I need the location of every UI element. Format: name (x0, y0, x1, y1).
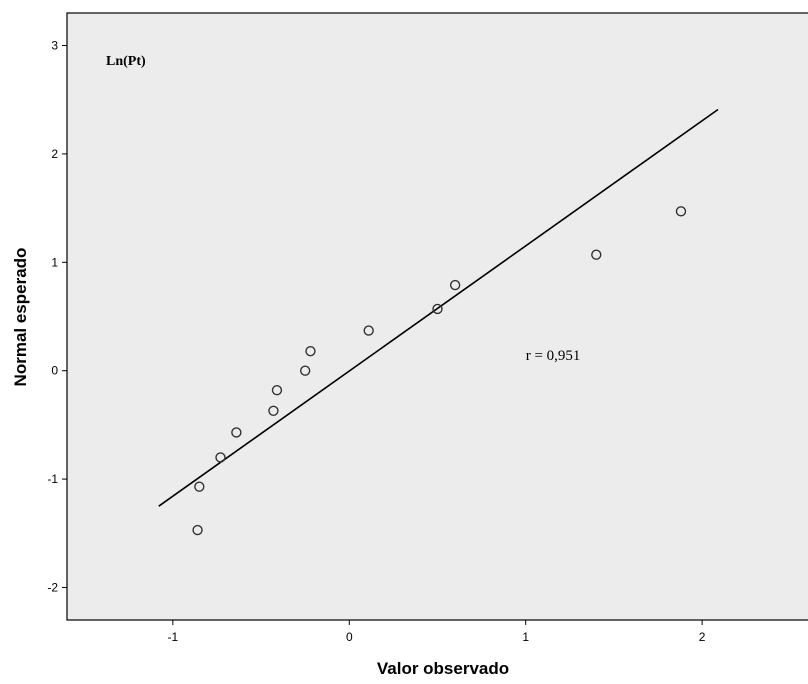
data-point (268, 405, 279, 417)
plot-area (66, 12, 808, 621)
x-tick-label: 0 (346, 630, 353, 644)
data-point (231, 427, 242, 438)
data-point (363, 325, 374, 336)
y-tick-label: 0 (51, 364, 58, 378)
x-axis-ticks: -1 0 1 2 (168, 620, 706, 644)
chart-title: Ln(Pt) (106, 54, 146, 69)
y-tick-label: -1 (47, 472, 58, 486)
y-axis-ticks: -2 -1 0 1 2 3 (47, 39, 67, 594)
x-axis-title: Valor observado (377, 659, 509, 678)
x-tick-label: 2 (699, 630, 706, 644)
data-point (432, 303, 443, 315)
x-tick-label: -1 (168, 630, 179, 644)
data-point (299, 365, 311, 376)
data-point (449, 279, 461, 291)
data-point (215, 452, 226, 463)
y-tick-label: 3 (51, 39, 58, 53)
data-point (194, 481, 205, 492)
data-point (591, 249, 602, 260)
data-point (305, 345, 316, 357)
data-point (192, 524, 203, 536)
data-points (192, 206, 687, 536)
data-point (271, 385, 283, 396)
y-tick-label: 1 (51, 255, 58, 269)
y-tick-label: -2 (47, 580, 58, 594)
x-tick-label: 1 (522, 630, 529, 644)
data-point (675, 206, 687, 217)
y-axis-title: Normal esperado (11, 248, 30, 387)
reference-line (158, 108, 719, 507)
y-tick-label: 2 (51, 147, 58, 161)
correlation-annotation: r = 0,951 (526, 348, 581, 364)
